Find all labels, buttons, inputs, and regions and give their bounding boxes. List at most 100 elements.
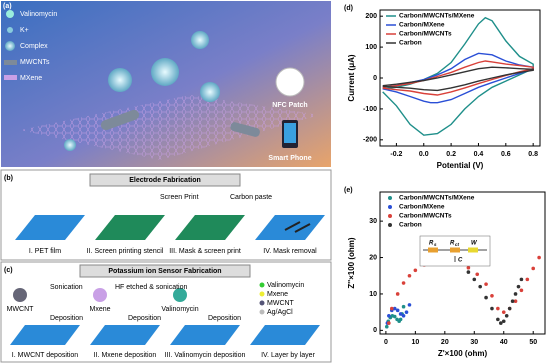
point	[531, 266, 536, 271]
step-label: III. Mask & screen print	[169, 248, 241, 255]
y-tick-label: 0	[373, 75, 377, 82]
plot-frame	[379, 191, 546, 335]
annotation: Valinomycin	[161, 306, 198, 313]
point	[516, 284, 521, 289]
annotation: Carbon paste	[230, 194, 272, 201]
mxene-icon	[93, 288, 107, 302]
point	[501, 319, 506, 324]
carbon-trace	[294, 223, 311, 233]
legend-swatch	[388, 223, 392, 227]
inset-label: W	[471, 241, 478, 247]
step-label: II. Mxene deposition	[94, 352, 157, 359]
legend-label: K+	[20, 27, 29, 34]
y-tick-label: 0	[373, 327, 377, 334]
legend-marker	[7, 27, 13, 33]
legend-label: Carbon/MWCNTs/MXene	[399, 195, 475, 202]
legend-swatch	[388, 214, 392, 218]
cv-curve	[382, 52, 534, 104]
legend-label: Carbon/MXene	[399, 204, 445, 211]
inset-label: ct	[455, 242, 460, 247]
legend-label: Valinomycin	[20, 11, 57, 18]
x-tick-label: 50	[529, 339, 537, 346]
inset-label: R	[429, 241, 434, 247]
x-tick-label: 0.8	[528, 151, 538, 158]
cv-curve	[382, 66, 534, 92]
point	[413, 268, 418, 273]
annotation: HF etched & sonication	[115, 284, 187, 291]
panel-label: (e)	[344, 187, 353, 194]
electrode	[90, 325, 160, 345]
title-bar	[89, 173, 241, 187]
point	[537, 255, 541, 260]
point	[401, 313, 406, 318]
complex	[151, 58, 179, 86]
nfc-label: NFC Patch	[272, 102, 307, 109]
graphene-mesh	[20, 95, 320, 160]
mwcnt	[230, 122, 260, 137]
point	[472, 277, 477, 282]
complex	[200, 82, 220, 102]
legend-label: MWCNT	[267, 300, 295, 307]
point	[475, 272, 480, 277]
point	[392, 306, 397, 311]
legend-label: Carbon/MXene	[399, 22, 445, 29]
x-tick-label: -0.2	[390, 151, 402, 158]
annotation: Mxene	[89, 306, 110, 313]
legend-marker	[6, 10, 14, 18]
point	[407, 303, 412, 307]
point	[398, 312, 403, 316]
point	[407, 273, 412, 278]
y-tick-label: 10	[369, 291, 377, 298]
y-tick-label: 20	[369, 254, 377, 261]
point	[504, 313, 509, 318]
step-label: I. PET film	[29, 248, 61, 255]
point	[525, 277, 530, 282]
legend-marker	[5, 41, 15, 51]
panel-title: Electrode Fabrication	[129, 177, 201, 184]
nfc-patch	[275, 67, 305, 97]
point	[389, 306, 394, 311]
legend-label: Carbon/MWCNTs	[399, 31, 452, 38]
point	[478, 284, 482, 289]
point	[484, 282, 488, 286]
legend-label: Mxene	[267, 291, 288, 298]
point	[501, 310, 506, 314]
panel-label: (a)	[3, 3, 12, 10]
x-tick-label: 20	[441, 339, 449, 346]
legend-label: Valinomycin	[267, 282, 304, 289]
phone-screen	[284, 123, 296, 143]
legend-label: MXene	[20, 75, 42, 82]
point	[510, 299, 515, 304]
point	[395, 292, 400, 296]
charts: (d)-0.2 0.0 0.2 0.4 0.6 0.8-200-1000100200Pot…	[344, 5, 546, 358]
panel-a: Valinomycin K+ Complex MWCNTs MXene (a) …	[1, 1, 331, 167]
inset-label: C	[458, 258, 463, 264]
y-tick-label: 100	[365, 44, 377, 51]
stencil	[95, 215, 165, 240]
point	[490, 293, 494, 298]
legend-swatch	[388, 205, 392, 209]
step-label: II. Screen printing stencil	[87, 248, 164, 255]
electrode	[10, 325, 80, 345]
resistor	[428, 247, 438, 253]
resistor	[450, 247, 460, 253]
cv-curve	[382, 60, 534, 96]
annotation: Deposition	[208, 315, 241, 322]
complex	[108, 68, 132, 92]
point	[387, 321, 391, 325]
point	[384, 324, 389, 329]
complex	[191, 31, 209, 49]
y-axis-label: Current (μA)	[347, 54, 356, 101]
y-tick-label: 30	[369, 218, 377, 225]
point	[496, 317, 500, 322]
annotation: MWCNT	[7, 306, 35, 313]
y-axis-label: Z''×100 (ohm)	[347, 237, 356, 288]
legend-marker	[259, 291, 265, 297]
inset-label: s	[434, 242, 437, 247]
x-tick-label: 0.0	[419, 151, 429, 158]
legend-label: Carbon/MWCNTs	[399, 213, 452, 220]
annotation: Deposition	[128, 315, 161, 322]
panel-b: Electrode Fabrication (b) Screen Print C…	[0, 169, 332, 261]
cv-curve	[382, 16, 534, 136]
